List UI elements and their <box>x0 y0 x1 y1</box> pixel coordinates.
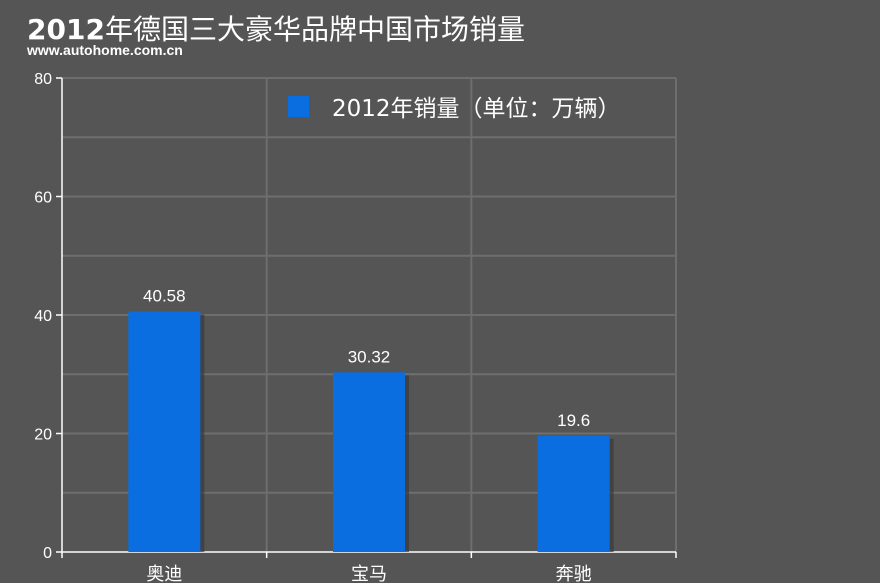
bar-3 <box>537 435 610 552</box>
y-tick-label: 20 <box>34 427 52 444</box>
y-tick-label: 40 <box>34 308 52 325</box>
chart-title: 2012年德国三大豪华品牌中国市场销量 <box>27 8 525 48</box>
data-label: 19.6 <box>557 411 590 430</box>
legend-swatch <box>288 96 309 117</box>
y-tick-label: 60 <box>34 190 52 207</box>
x-category-label: 宝马 <box>351 564 387 583</box>
x-category-label: 奔驰 <box>556 564 592 583</box>
chart-title-text: 年德国三大豪华品牌中国市场销量 <box>104 13 525 46</box>
x-category-label: 奥迪 <box>146 564 182 583</box>
chart-title-year: 2012 <box>27 13 105 46</box>
y-tick-label: 0 <box>43 545 52 562</box>
data-label: 30.32 <box>348 347 391 366</box>
legend-label: 2012年销量（单位：万辆） <box>332 96 621 122</box>
y-tick-label: 80 <box>34 71 52 88</box>
source-url: www.autohome.com.cn <box>27 42 183 58</box>
bar-1 <box>128 311 201 552</box>
data-label: 40.58 <box>143 287 186 306</box>
bar-2 <box>333 372 405 552</box>
